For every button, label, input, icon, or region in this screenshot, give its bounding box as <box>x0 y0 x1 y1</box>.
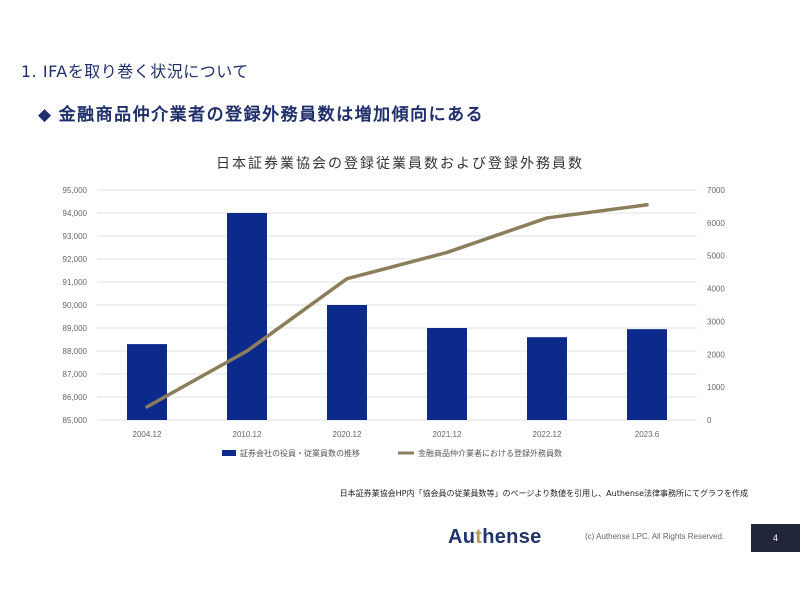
y-right-tick-label: 6000 <box>707 219 725 228</box>
bar-series <box>127 213 667 420</box>
y-left-tick-label: 85,000 <box>63 416 88 425</box>
y-right-tick-label: 2000 <box>707 350 725 359</box>
chart-legend: 証券会社の役員・従業員数の推移 金融商品仲介業者における登録外務員数 <box>222 448 562 458</box>
x-axis-ticks: 2004.12 2010.12 2020.12 2021.12 2022.12 2023.… <box>133 430 660 439</box>
x-tick-label: 2021.12 <box>433 430 462 439</box>
y-right-tick-label: 1000 <box>707 383 725 392</box>
y-right-tick-label: 4000 <box>707 285 725 294</box>
x-tick-label: 2023.6 <box>635 430 660 439</box>
bar <box>527 337 567 420</box>
bar <box>427 328 467 420</box>
y-left-tick-label: 91,000 <box>63 278 88 287</box>
y-left-tick-label: 87,000 <box>63 370 88 379</box>
subheading-text: 金融商品仲介業者の登録外務員数は増加傾向にある <box>58 105 485 125</box>
right-axis-ticks: 0 1000 2000 3000 4000 5000 6000 7000 <box>707 186 725 425</box>
bar <box>227 213 267 420</box>
source-note: 日本証券業協会HP内「協会員の従業員数等」のページより数値を引用し、Authen… <box>339 489 748 498</box>
series-line <box>145 203 649 409</box>
line-series <box>145 203 649 409</box>
x-tick-label: 2022.12 <box>533 430 562 439</box>
x-tick-label: 2004.12 <box>133 430 162 439</box>
y-left-tick-label: 93,000 <box>63 232 88 241</box>
y-left-tick-label: 88,000 <box>63 347 88 356</box>
y-left-tick-label: 86,000 <box>63 393 88 402</box>
x-tick-label: 2020.12 <box>333 430 362 439</box>
y-left-tick-label: 94,000 <box>63 209 88 218</box>
legend-label-bar: 証券会社の役員・従業員数の推移 <box>240 448 360 458</box>
bar <box>327 305 367 420</box>
copyright-text: (c) Authense LPC. All Rights Reserved. <box>585 532 725 541</box>
y-right-tick-label: 0 <box>707 416 712 425</box>
y-left-tick-label: 89,000 <box>63 324 88 333</box>
page-number: 4 <box>751 524 800 552</box>
bar <box>127 344 167 420</box>
y-left-tick-label: 90,000 <box>63 301 88 310</box>
diamond-bullet-icon: ◆ <box>38 105 53 125</box>
section-title: 1. IFAを取り巻く状況について <box>21 62 249 81</box>
authense-logo: Authense <box>448 526 542 548</box>
legend-label-line: 金融商品仲介業者における登録外務員数 <box>418 448 562 458</box>
y-left-tick-label: 92,000 <box>63 255 88 264</box>
y-left-tick-label: 95,000 <box>63 186 88 195</box>
chart-title: 日本証券業協会の登録従業員数および登録外務員数 <box>216 156 584 172</box>
bar <box>627 329 667 420</box>
legend-swatch-bar <box>222 450 236 456</box>
y-right-tick-label: 7000 <box>707 186 725 195</box>
slide-subheading: ◆ 金融商品仲介業者の登録外務員数は増加傾向にある <box>38 100 484 125</box>
left-axis-ticks: 85,000 86,000 87,000 88,000 89,000 90,000 91,0… <box>63 186 88 425</box>
y-right-tick-label: 5000 <box>707 252 725 261</box>
x-tick-label: 2010.12 <box>233 430 262 439</box>
y-right-tick-label: 3000 <box>707 317 725 326</box>
